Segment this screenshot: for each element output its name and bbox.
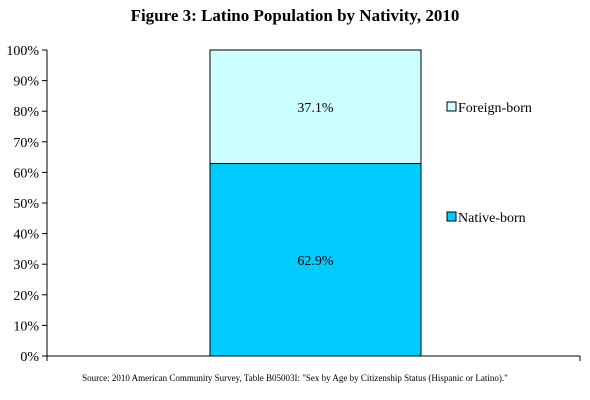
bar-foreign-born — [209, 49, 422, 165]
y-tick-label: 100% — [6, 44, 39, 59]
y-tick-label: 90% — [13, 75, 39, 90]
legend-swatch — [446, 101, 457, 112]
legend-label: Foreign-born — [458, 101, 532, 116]
y-tick-label: 70% — [13, 136, 39, 151]
y-tick-label: 40% — [13, 228, 39, 243]
bars: 62.9% 37.1% — [209, 49, 422, 357]
chart-title: Figure 3: Latino Population by Nativity,… — [130, 6, 460, 25]
y-tick-label: 60% — [13, 166, 39, 181]
y-tick-label: 10% — [13, 319, 39, 334]
axes: 0% 10% 20% 30% 40% 50% 60% 70% 80% 90% 100% — [6, 44, 581, 365]
source-note: Source: 2010 American Community Survey, … — [82, 373, 508, 383]
data-label: 37.1% — [297, 101, 334, 116]
y-tick-label: 80% — [13, 105, 39, 120]
legend: Foreign-born Native-born — [446, 101, 532, 226]
y-tick-label: 50% — [13, 197, 39, 212]
legend-swatch — [446, 211, 457, 222]
y-tick-label: 20% — [13, 289, 39, 304]
legend-label: Native-born — [458, 211, 526, 226]
y-tick-label: 30% — [13, 258, 39, 273]
y-tick-label: 0% — [20, 350, 39, 365]
data-label: 62.9% — [297, 254, 334, 269]
